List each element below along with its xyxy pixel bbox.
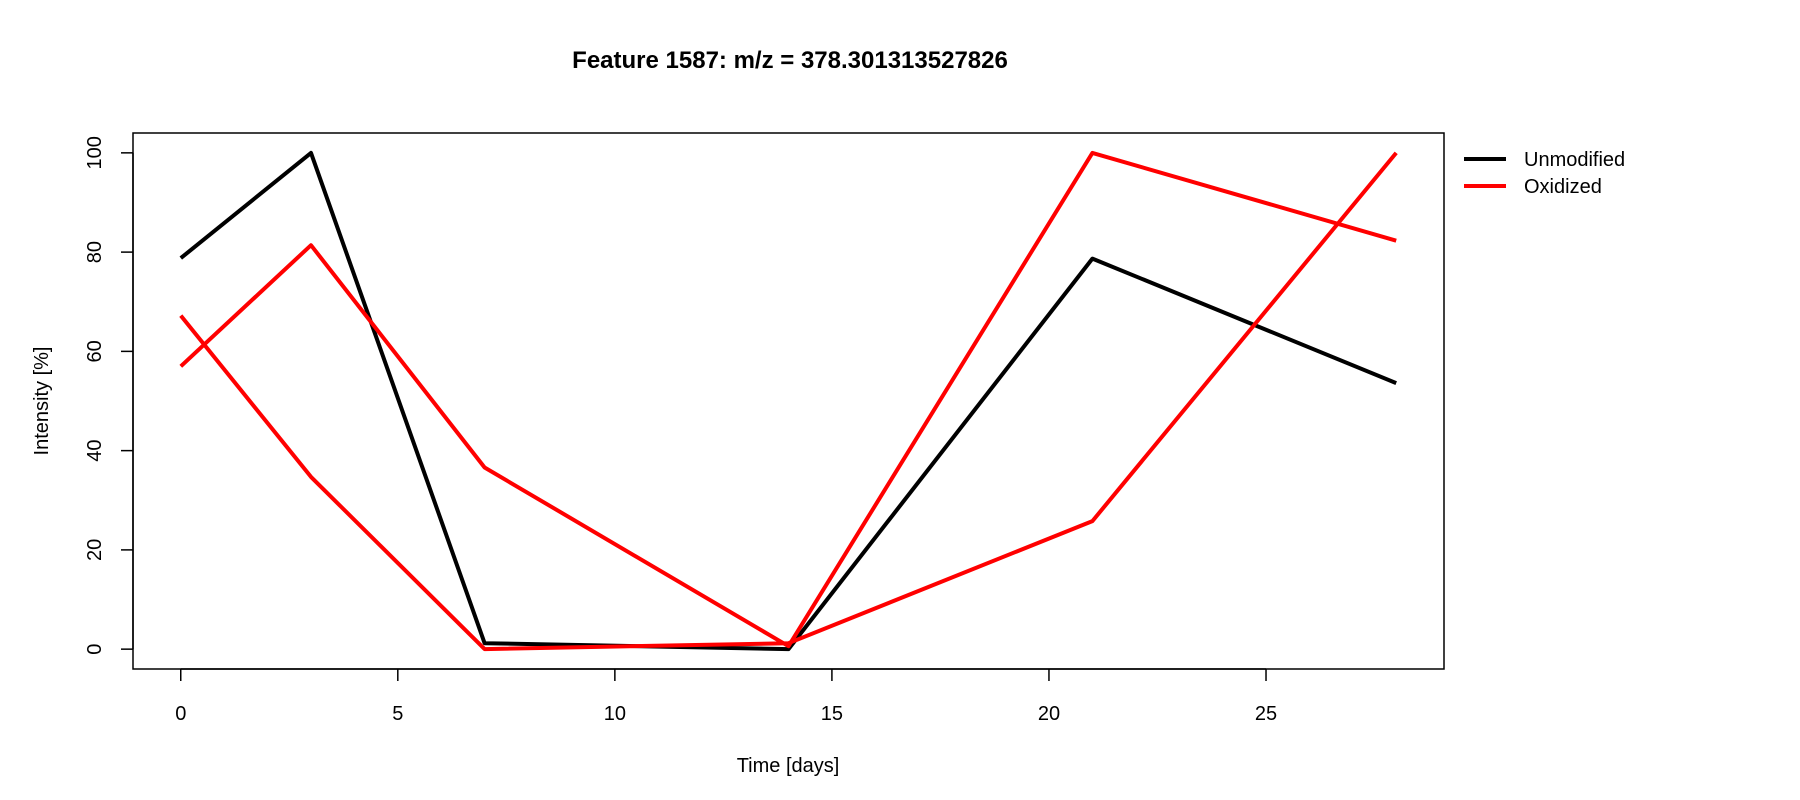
y-tick-label: 100	[84, 136, 106, 169]
y-tick-label: 60	[84, 340, 106, 362]
x-tick-label: 5	[392, 703, 403, 725]
legend: Unmodified Oxidized	[1464, 149, 1625, 198]
chart-title: Feature 1587: m/z = 378.301313527826	[572, 47, 1008, 74]
series-line-3	[179, 151, 1398, 652]
x-tick-label: 10	[604, 703, 626, 725]
y-tick-label: 20	[84, 539, 106, 561]
y-axis: 0 20 40 60 80 100	[84, 136, 134, 655]
x-tick-label: 0	[175, 703, 186, 725]
plot-area-frame	[132, 132, 1445, 670]
x-axis-label: Time [days]	[737, 755, 840, 777]
y-tick-label: 0	[84, 644, 106, 655]
x-tick-label: 20	[1038, 703, 1060, 725]
x-tick-label: 25	[1255, 703, 1277, 725]
y-tick-label: 40	[84, 440, 106, 462]
legend-label: Oxidized	[1524, 176, 1602, 198]
series-line-1	[179, 150, 1397, 652]
x-axis: 0 5 10 15 20 25	[175, 668, 1277, 725]
y-tick-label: 80	[84, 241, 106, 263]
series-line-2	[179, 150, 1397, 649]
x-tick-label: 15	[821, 703, 843, 725]
series-layer	[179, 150, 1398, 652]
legend-label: Unmodified	[1524, 149, 1625, 171]
y-axis-label: Intensity [%]	[31, 347, 53, 456]
